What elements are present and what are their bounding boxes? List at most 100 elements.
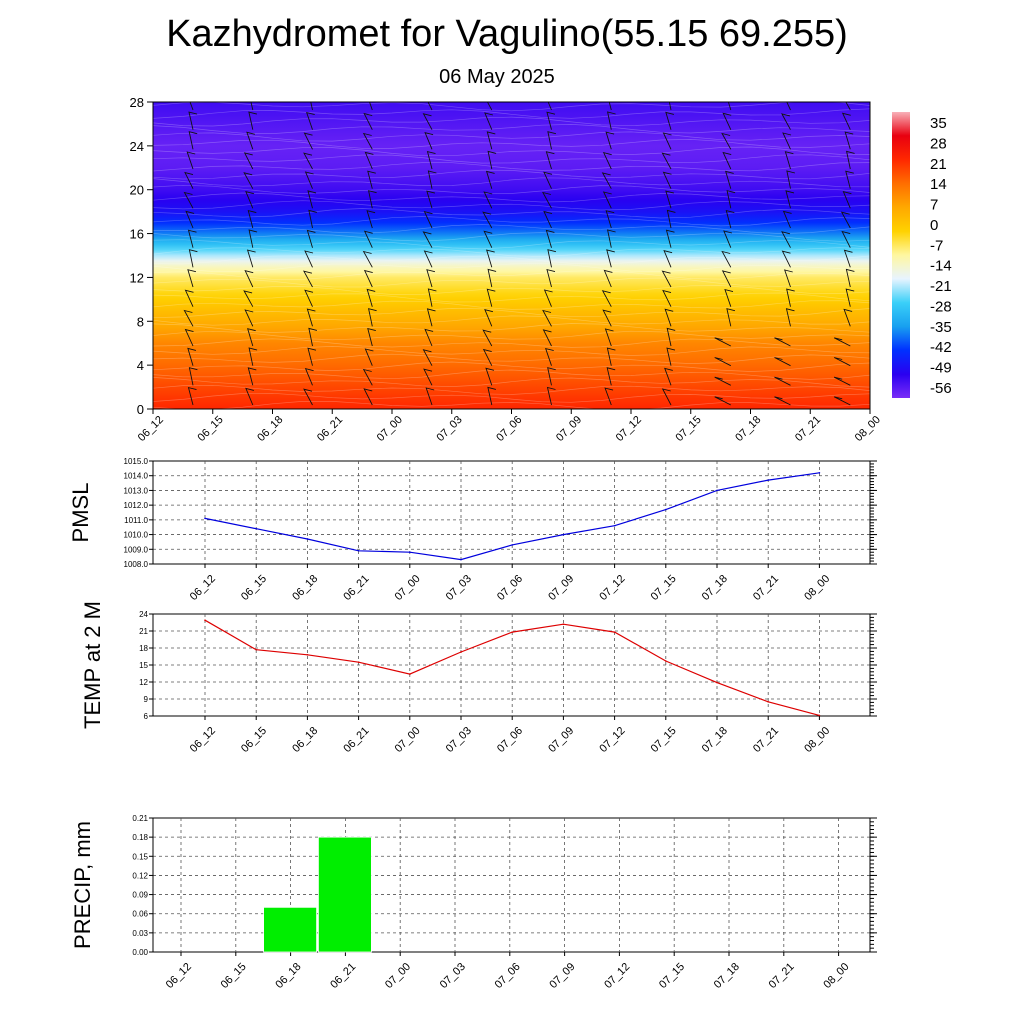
wind-barb <box>310 102 313 111</box>
x-tick-label: 06_18 <box>255 414 285 444</box>
data-point <box>818 471 821 474</box>
wind-barb <box>722 112 732 130</box>
wind-barb <box>602 309 612 327</box>
y-tick-label: 0.15 <box>132 852 148 861</box>
wind-barb <box>362 368 373 386</box>
contour-line <box>153 102 870 112</box>
wind-barb <box>601 172 612 189</box>
wind-barb <box>784 269 793 288</box>
wind-barb <box>774 357 791 367</box>
wind-barb <box>183 309 194 327</box>
x-tick-label: 07_15 <box>649 725 679 755</box>
x-tick-label: 07_00 <box>393 725 423 755</box>
colorbar-label: -14 <box>930 258 952 275</box>
y-tick-label: 28 <box>130 95 144 110</box>
x-tick-label: 07_21 <box>767 961 797 991</box>
temperature-profile-panel: 0 4 8 12 16 20 24 28 06_12 06_15 06_18 06_21 07_00 07… <box>130 94 911 444</box>
wind-barb <box>482 348 493 366</box>
y-tick-label: 4 <box>137 358 144 373</box>
plot-frame <box>152 817 871 953</box>
contour-line <box>153 369 870 380</box>
wind-barb <box>243 172 254 189</box>
x-tick-label: 08_00 <box>821 961 851 991</box>
x-tick-label: 06_15 <box>239 725 269 755</box>
wind-barb <box>482 211 493 229</box>
contour-line <box>153 139 870 149</box>
wind-barb <box>423 250 433 268</box>
colorbar-label: 14 <box>930 176 947 193</box>
colorbar-label: -21 <box>930 278 952 295</box>
colorbar-label: 0 <box>930 217 938 234</box>
wind-barb <box>714 396 732 406</box>
wind-barb <box>543 171 553 189</box>
x-tick-label: 06_12 <box>136 414 166 444</box>
wind-barb <box>187 229 197 248</box>
x-tick-label: 07_12 <box>597 725 627 755</box>
y-tick-label: 1010.0 <box>124 531 149 540</box>
x-tick-label: 07_09 <box>546 573 576 603</box>
y-axis-title: TEMP at 2 M <box>80 601 105 729</box>
wind-barb <box>607 111 616 130</box>
contour-line <box>153 270 870 280</box>
y-tick-label: 0.21 <box>132 814 148 823</box>
wind-barb <box>725 209 735 229</box>
wind-barb <box>721 250 732 268</box>
wind-barb <box>846 150 855 170</box>
wind-barb <box>903 94 911 110</box>
wind-barb <box>662 171 672 189</box>
x-tick-label: 07_00 <box>375 414 405 444</box>
contour-line <box>153 377 870 388</box>
wind-barb <box>661 152 672 170</box>
wind-barb <box>427 102 433 111</box>
x-tick-label: 07_09 <box>547 961 577 991</box>
wind-barb <box>663 250 673 268</box>
plot-frame <box>152 613 871 717</box>
wind-barb <box>304 368 314 386</box>
contour-line <box>153 262 870 273</box>
contour-line <box>153 392 870 403</box>
contour-line <box>153 300 870 310</box>
wind-barb <box>602 191 612 209</box>
x-tick-label: 06_12 <box>164 961 194 991</box>
wind-barb <box>422 231 433 248</box>
wind-barb <box>542 329 552 347</box>
x-tick-label: 07_12 <box>597 573 627 603</box>
x-tick-label: 07_03 <box>435 414 465 444</box>
wind-barb <box>427 170 437 189</box>
wind-barb <box>664 367 673 386</box>
colorbar-label: 7 <box>930 197 938 214</box>
wind-barb <box>423 211 433 229</box>
y-tick-label: 18 <box>139 644 148 653</box>
x-tick-label: 06_21 <box>341 725 371 755</box>
wind-barb <box>845 268 855 288</box>
wind-barb <box>665 190 675 209</box>
wind-barb <box>243 152 254 170</box>
wind-barb <box>721 270 732 288</box>
wind-barb <box>833 357 851 367</box>
x-tick-label: 06_12 <box>188 573 218 603</box>
wind-barb <box>367 170 376 189</box>
contour-line <box>153 216 870 227</box>
x-tick-label: 08_00 <box>802 725 832 755</box>
wind-barb <box>185 210 195 229</box>
data-point <box>511 544 513 546</box>
wind-barb <box>781 113 791 130</box>
wind-barb <box>665 111 675 130</box>
x-tick-label: 07_09 <box>554 414 584 444</box>
wind-barb <box>244 309 254 327</box>
wind-barb <box>842 191 852 209</box>
wind-barb <box>308 327 318 347</box>
wind-barb <box>894 397 910 405</box>
data-point <box>613 631 616 633</box>
y-tick-label: 6 <box>144 712 149 721</box>
wind-barb <box>543 289 553 307</box>
contour-line <box>153 315 870 326</box>
wind-barb <box>423 368 433 386</box>
wind-barb <box>721 132 732 150</box>
colorbar-label: -7 <box>930 237 943 254</box>
wind-barb <box>603 269 613 288</box>
colorbar-label: 21 <box>930 156 947 173</box>
wind-barb <box>485 170 495 189</box>
x-tick-label: 07_06 <box>493 961 523 991</box>
